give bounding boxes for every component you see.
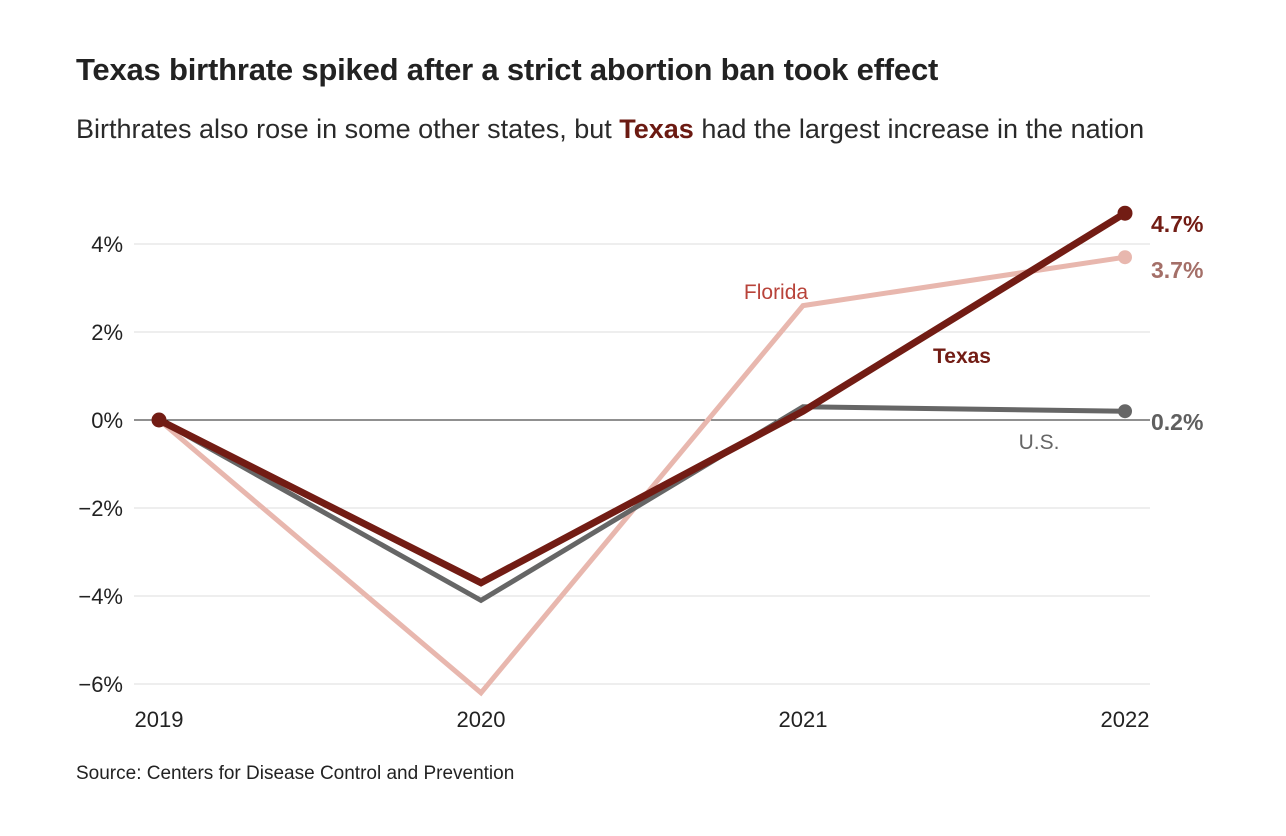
y-axis-ticks: 4% 2% 0% −2% −4% −6% bbox=[78, 232, 123, 697]
chart-subtitle: Birthrates also rose in some other state… bbox=[76, 111, 1196, 148]
series-name-label-florida: Florida bbox=[744, 281, 809, 304]
y-tick-label: −4% bbox=[78, 584, 123, 609]
series-name-label-us: U.S. bbox=[1019, 431, 1060, 454]
x-tick-label: 2020 bbox=[457, 707, 506, 732]
source-note: Source: Centers for Disease Control and … bbox=[76, 763, 515, 784]
series-line-florida bbox=[157, 254, 1126, 697]
y-tick-label: −2% bbox=[78, 496, 123, 521]
y-tick-label: 4% bbox=[91, 232, 123, 257]
y-tick-label: −6% bbox=[78, 672, 123, 697]
x-tick-label: 2021 bbox=[779, 707, 828, 732]
end-value-label-us: 0.2% bbox=[1151, 409, 1203, 435]
series-line-us bbox=[157, 404, 1126, 604]
end-point-texas bbox=[1117, 205, 1133, 221]
series-name-label-texas: Texas bbox=[933, 345, 991, 368]
chart-title: Texas birthrate spiked after a strict ab… bbox=[76, 52, 939, 87]
x-axis-ticks: 2019 2020 2021 2022 bbox=[135, 707, 1150, 732]
y-tick-label: 2% bbox=[91, 320, 123, 345]
subtitle-text-before: Birthrates also rose in some other state… bbox=[76, 114, 620, 144]
grid-lines bbox=[134, 243, 1150, 685]
series-lines bbox=[151, 205, 1133, 697]
subtitle-text-after: had the largest increase in the nation bbox=[693, 114, 1145, 144]
end-point-florida bbox=[1118, 250, 1132, 265]
end-point-us bbox=[1118, 404, 1132, 419]
y-tick-label: 0% bbox=[91, 408, 123, 433]
x-tick-label: 2019 bbox=[135, 707, 184, 732]
x-tick-label: 2022 bbox=[1101, 707, 1150, 732]
end-value-label-texas: 4.7% bbox=[1151, 211, 1203, 237]
series-line-texas bbox=[157, 210, 1127, 587]
series-labels: Florida 3.7% U.S. 0.2% Texas 4.7% bbox=[744, 211, 1204, 454]
end-value-label-florida: 3.7% bbox=[1151, 257, 1203, 283]
start-point bbox=[151, 412, 167, 428]
subtitle-highlight-texas: Texas bbox=[619, 114, 694, 144]
